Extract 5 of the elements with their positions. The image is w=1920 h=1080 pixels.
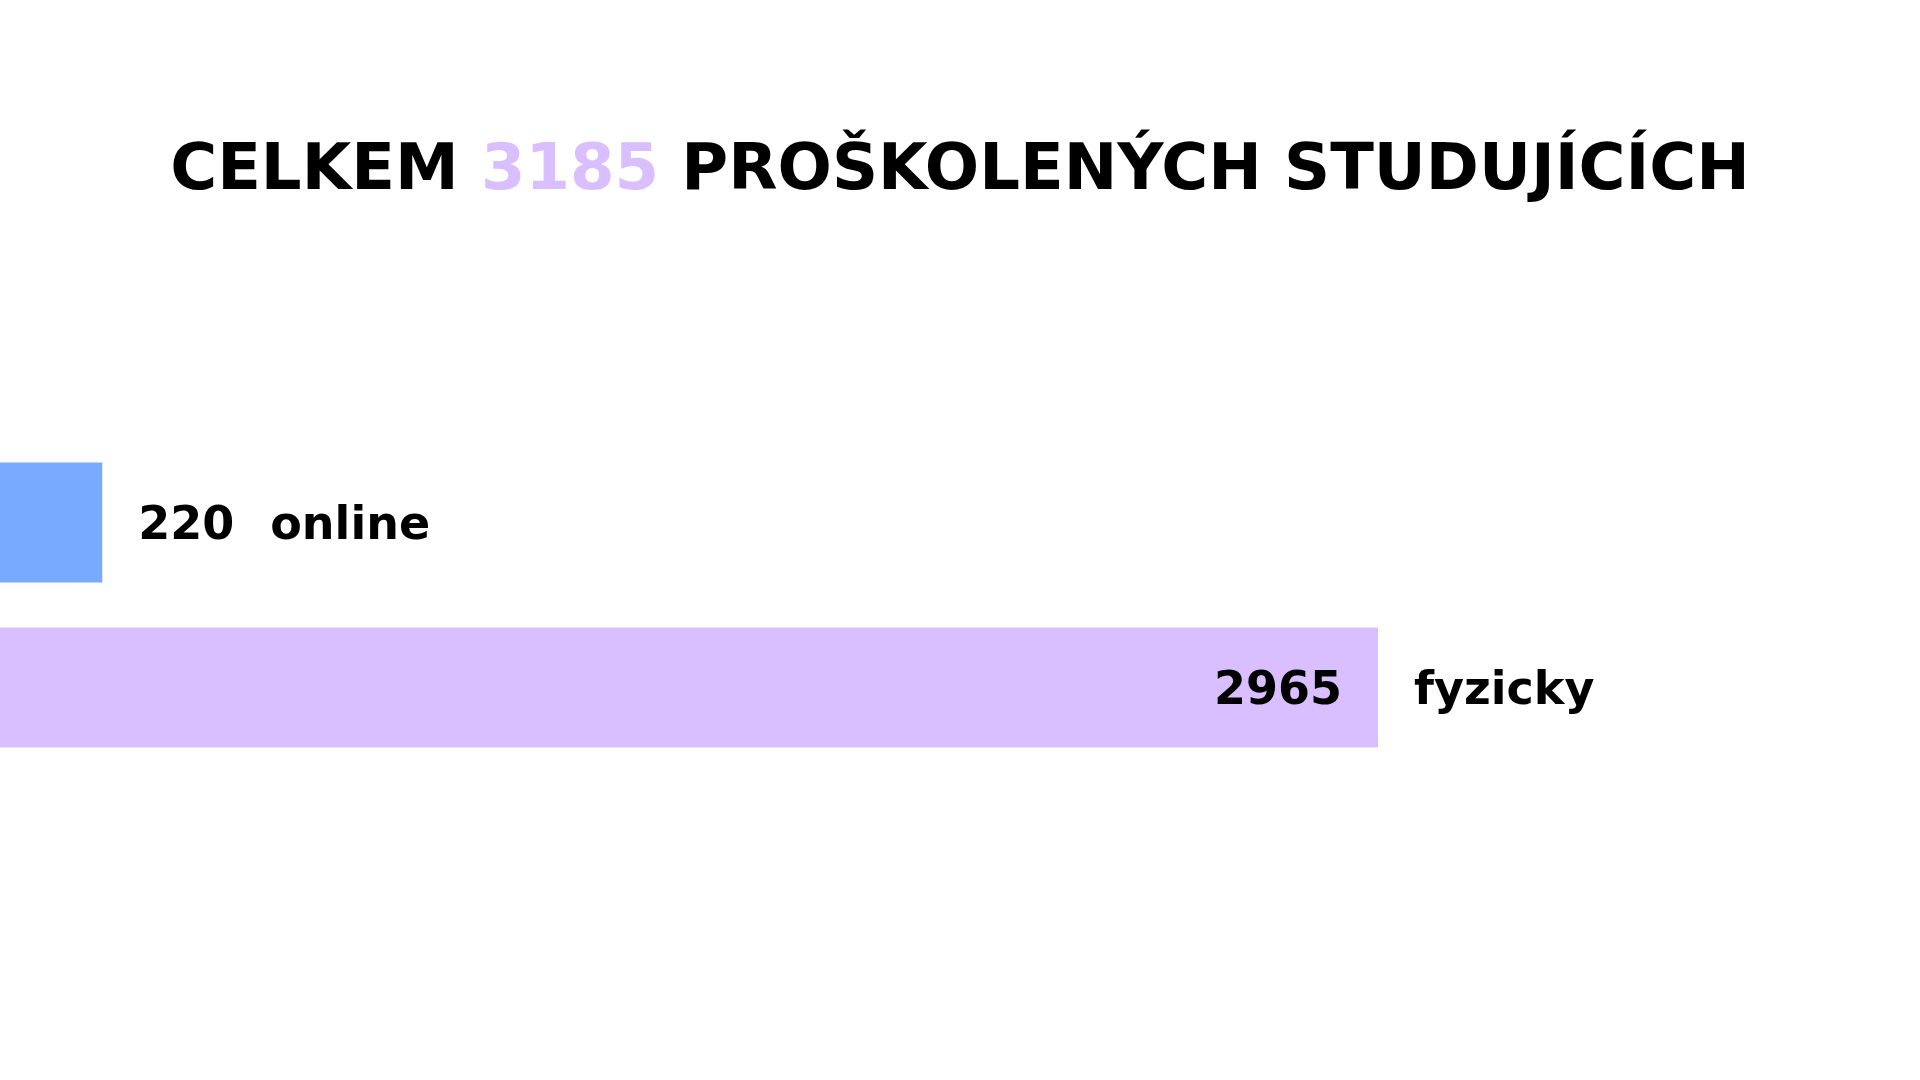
- data-label: 2965: [1213, 660, 1342, 715]
- y-tick-label: online: [270, 495, 431, 550]
- data-label: 220: [138, 495, 235, 550]
- y-tick-label: fyzicky: [1414, 660, 1595, 715]
- chart-title: CELKEM 3185 PROŠKOLENÝCH STUDUJÍCÍCH: [170, 129, 1750, 204]
